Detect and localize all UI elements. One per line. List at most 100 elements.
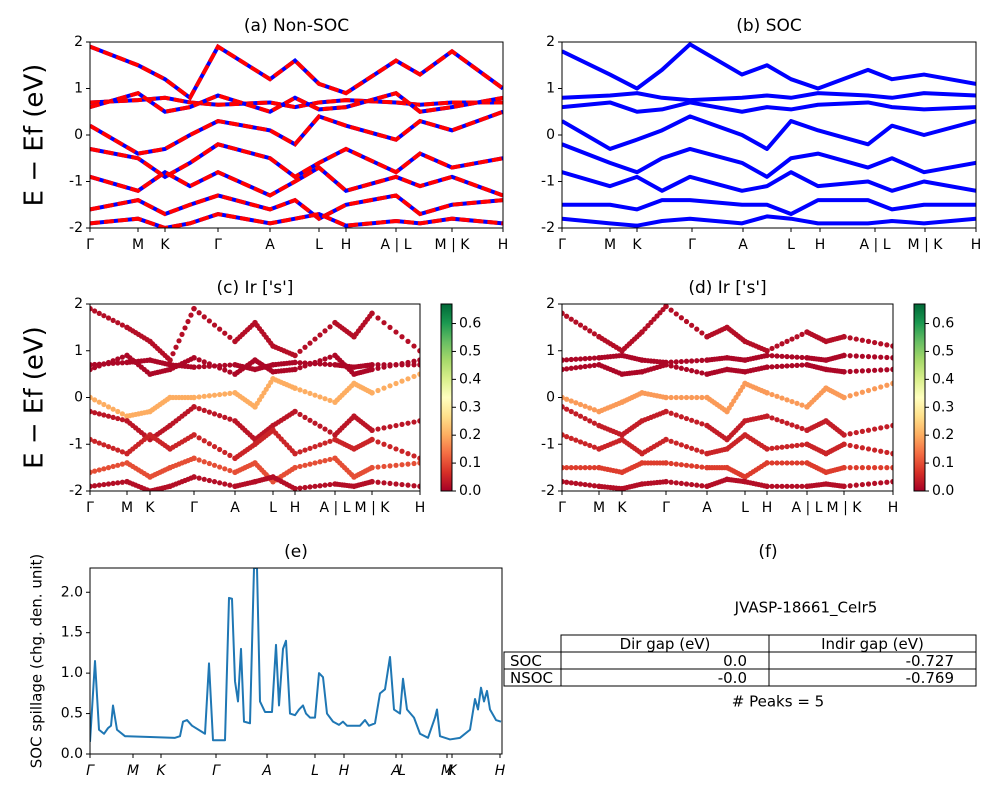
interp-point	[799, 331, 805, 337]
point	[841, 483, 847, 490]
point	[270, 474, 276, 480]
point	[764, 483, 770, 490]
point	[90, 366, 93, 373]
band-line-dash	[90, 95, 503, 110]
interp-point	[405, 376, 411, 382]
interp-point	[683, 443, 690, 450]
interp-point	[564, 465, 570, 471]
point	[742, 432, 748, 438]
point	[724, 324, 730, 331]
point	[270, 368, 276, 375]
y-tick-label: 0	[546, 127, 555, 143]
interp-point	[699, 421, 705, 427]
point	[764, 364, 770, 370]
interp-point	[564, 479, 570, 485]
point	[764, 352, 770, 359]
interp-point	[375, 439, 381, 445]
colorbar-tick-label: 0.1	[459, 455, 481, 471]
interp-point	[399, 361, 405, 367]
point	[351, 371, 357, 377]
x-tick-label: Γ	[212, 763, 221, 779]
point	[369, 478, 375, 485]
point	[639, 418, 645, 424]
band-line-dash	[90, 90, 503, 114]
point	[124, 460, 130, 466]
interp-point	[92, 468, 98, 474]
point	[232, 371, 238, 377]
point	[292, 385, 298, 391]
point	[742, 380, 748, 387]
point	[167, 357, 173, 363]
interp-point	[381, 463, 387, 470]
interp-point	[196, 364, 202, 370]
interp-point	[176, 338, 182, 344]
interp-point	[694, 326, 700, 332]
x-tick-label: M	[121, 500, 133, 516]
axes-frame	[89, 567, 503, 755]
interp-point	[96, 399, 102, 405]
x-tick-label: A	[738, 237, 748, 253]
point	[147, 338, 153, 345]
interp-point	[211, 322, 218, 328]
point	[823, 338, 829, 345]
interp-point	[779, 341, 785, 347]
interp-point	[327, 481, 333, 488]
plot-area	[90, 43, 503, 228]
y-tick-label: 0.5	[61, 706, 83, 722]
interp-point	[568, 316, 574, 322]
interp-point	[789, 354, 795, 360]
interp-point	[405, 359, 411, 366]
point	[147, 357, 153, 363]
interp-point	[322, 356, 328, 362]
interp-point	[582, 356, 588, 362]
colorbar-tick-label: 0.2	[459, 427, 481, 443]
interp-point	[779, 363, 785, 369]
interp-point	[853, 391, 859, 397]
interp-point	[699, 483, 705, 489]
interp-point	[217, 326, 223, 332]
interp-point	[582, 441, 588, 447]
interp-point	[683, 366, 690, 373]
interp-point	[668, 307, 674, 313]
interp-point	[678, 462, 684, 468]
interp-point	[322, 426, 328, 432]
colorbar-tick-label: 0.3	[932, 399, 954, 415]
interp-point	[119, 354, 125, 360]
point	[742, 418, 748, 424]
interp-point	[119, 461, 125, 467]
interp-point	[668, 460, 674, 467]
point	[742, 338, 748, 345]
plot-area	[562, 304, 893, 491]
y-tick-label: 2	[74, 296, 83, 312]
colorbar-tick-label: 0.5	[459, 343, 481, 359]
plot-area	[562, 42, 976, 228]
interp-point	[302, 389, 308, 395]
point	[252, 366, 258, 373]
x-tick-label: Γ	[662, 500, 670, 516]
interp-point	[872, 426, 878, 432]
interp-point	[227, 482, 233, 488]
point	[823, 357, 829, 363]
interp-point	[683, 481, 690, 487]
point	[292, 359, 298, 366]
interp-point	[884, 424, 890, 430]
x-tick-label: K	[447, 763, 458, 779]
point	[562, 394, 565, 401]
interp-point	[115, 408, 121, 415]
interp-point	[774, 445, 780, 451]
interp-point	[327, 429, 333, 435]
interp-point	[769, 353, 775, 359]
table-value: -0.0	[718, 669, 747, 687]
interp-point	[399, 462, 405, 468]
interp-point	[573, 319, 579, 325]
x-tick-label: Γ	[688, 237, 696, 253]
interp-point	[375, 464, 381, 470]
interp-point	[173, 344, 179, 350]
interp-point	[381, 385, 387, 391]
interp-point	[591, 444, 597, 450]
point	[704, 357, 710, 363]
interp-point	[878, 354, 884, 360]
x-tick-label: H	[498, 237, 509, 253]
point	[351, 446, 357, 452]
x-tick-label: H	[888, 500, 899, 516]
